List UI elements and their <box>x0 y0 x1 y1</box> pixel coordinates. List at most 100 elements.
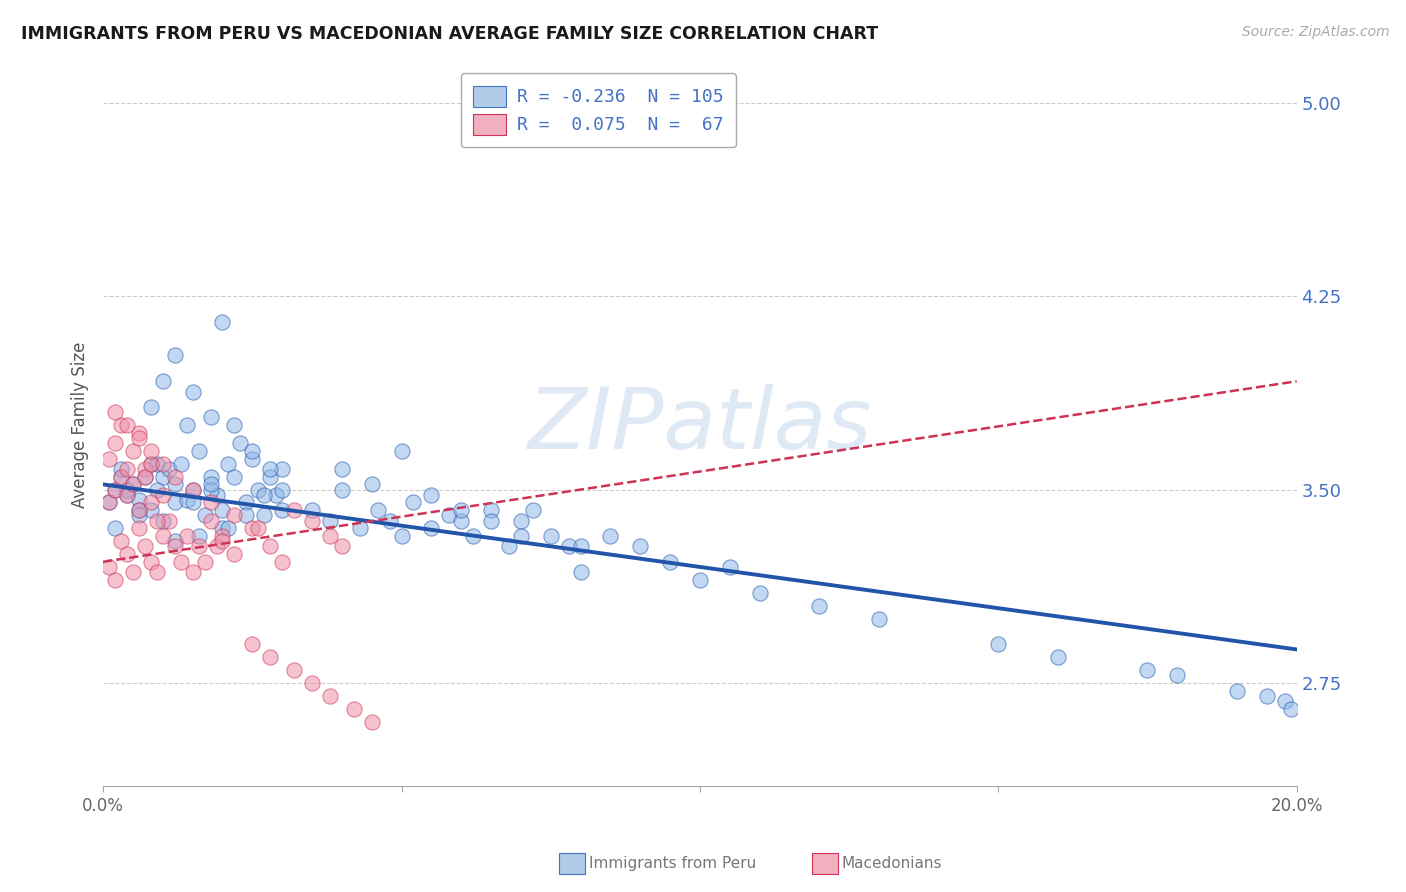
Point <box>104 483 127 497</box>
Point <box>205 539 228 553</box>
Point <box>181 495 204 509</box>
Point <box>194 508 217 523</box>
Point <box>104 483 127 497</box>
Point <box>128 503 150 517</box>
Point <box>271 483 294 497</box>
Point <box>479 503 502 517</box>
Point <box>659 555 682 569</box>
Point <box>1046 650 1069 665</box>
Point <box>181 384 204 399</box>
Point <box>152 457 174 471</box>
Point <box>181 483 204 497</box>
Point <box>115 488 138 502</box>
Point <box>139 503 162 517</box>
Point <box>868 611 890 625</box>
Point <box>187 443 209 458</box>
Point <box>181 483 204 497</box>
Point <box>187 529 209 543</box>
Point <box>181 565 204 579</box>
Point <box>200 410 222 425</box>
Point <box>104 573 127 587</box>
Point <box>110 418 132 433</box>
Text: IMMIGRANTS FROM PERU VS MACEDONIAN AVERAGE FAMILY SIZE CORRELATION CHART: IMMIGRANTS FROM PERU VS MACEDONIAN AVERA… <box>21 25 879 43</box>
Point <box>139 457 162 471</box>
Point <box>247 521 270 535</box>
Point <box>360 714 382 729</box>
Point <box>122 565 145 579</box>
Point <box>240 637 263 651</box>
Point <box>152 529 174 543</box>
Point <box>134 462 156 476</box>
Point <box>748 585 770 599</box>
Point <box>1256 689 1278 703</box>
Point <box>163 534 186 549</box>
Point <box>283 503 305 517</box>
Point <box>259 650 281 665</box>
Point <box>110 469 132 483</box>
Point <box>163 539 186 553</box>
Point <box>259 469 281 483</box>
Point <box>98 495 121 509</box>
Point <box>569 539 592 553</box>
Point <box>205 488 228 502</box>
Point <box>128 508 150 523</box>
Point <box>987 637 1010 651</box>
Point <box>139 400 162 414</box>
Point <box>718 560 741 574</box>
Text: Macedonians: Macedonians <box>842 856 942 871</box>
Point <box>134 539 156 553</box>
Point <box>229 436 252 450</box>
Point <box>128 521 150 535</box>
Point <box>104 436 127 450</box>
Point <box>301 676 323 690</box>
Point <box>509 514 531 528</box>
Point <box>1226 683 1249 698</box>
Point <box>104 405 127 419</box>
Point <box>122 477 145 491</box>
Point <box>104 521 127 535</box>
Point <box>509 529 531 543</box>
Point <box>808 599 831 613</box>
Point <box>170 555 193 569</box>
Point <box>211 534 233 549</box>
Point <box>134 469 156 483</box>
Point <box>391 443 413 458</box>
Point <box>200 483 222 497</box>
Point <box>146 483 169 497</box>
Point <box>122 477 145 491</box>
Point <box>217 521 239 535</box>
Point <box>139 443 162 458</box>
Point <box>224 547 246 561</box>
Point <box>224 469 246 483</box>
Point <box>319 529 342 543</box>
Point <box>450 503 472 517</box>
Point <box>139 555 162 569</box>
Point <box>211 529 233 543</box>
Point <box>157 462 180 476</box>
Point <box>283 663 305 677</box>
Point <box>240 521 263 535</box>
Point <box>522 503 544 517</box>
Point <box>349 521 371 535</box>
Point <box>200 469 222 483</box>
Point <box>235 508 257 523</box>
Point <box>163 477 186 491</box>
Point <box>271 503 294 517</box>
Point <box>420 521 443 535</box>
Point <box>134 469 156 483</box>
Point <box>240 443 263 458</box>
Point <box>599 529 621 543</box>
Point <box>146 514 169 528</box>
Point <box>498 539 520 553</box>
Point <box>271 462 294 476</box>
Point <box>259 539 281 553</box>
Point <box>343 702 366 716</box>
Point <box>1136 663 1159 677</box>
Point <box>463 529 485 543</box>
Point <box>479 514 502 528</box>
Point <box>1274 694 1296 708</box>
Point <box>146 565 169 579</box>
Y-axis label: Average Family Size: Average Family Size <box>72 342 89 508</box>
Point <box>128 425 150 440</box>
Point <box>330 483 353 497</box>
